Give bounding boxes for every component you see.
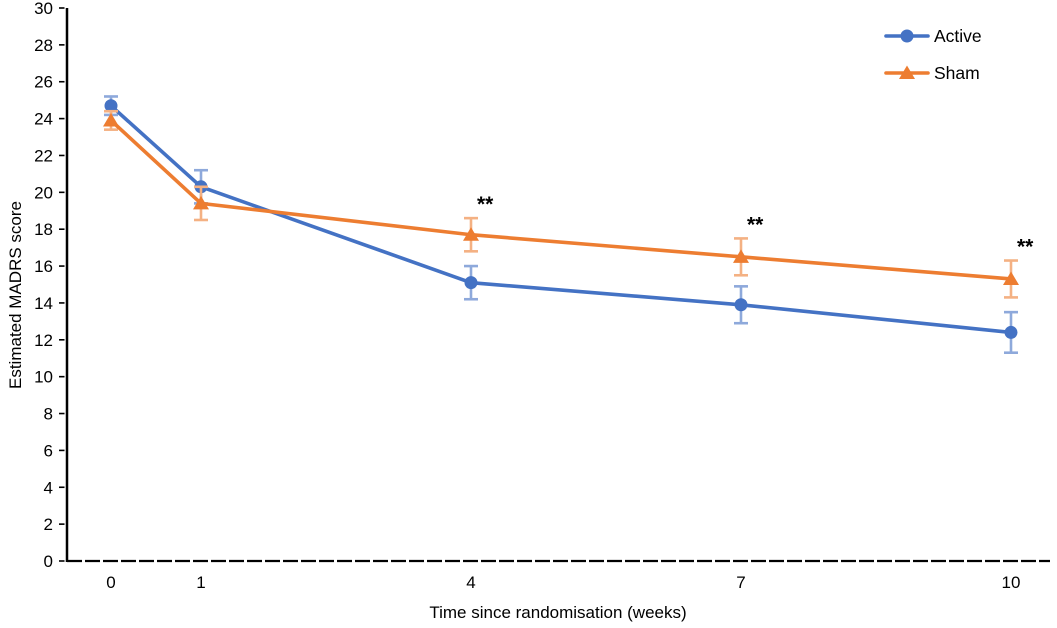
y-axis-tick-label: 26 xyxy=(34,73,53,92)
y-axis-tick-label: 20 xyxy=(34,183,53,202)
data-point-circle xyxy=(1004,325,1018,339)
y-axis-title: Estimated MADRS score xyxy=(6,201,25,389)
y-axis-tick-label: 18 xyxy=(34,220,53,239)
y-axis-tick-label: 22 xyxy=(34,146,53,165)
y-axis-tick-label: 2 xyxy=(44,515,53,534)
series-line xyxy=(109,118,1013,281)
legend-triangle-marker xyxy=(899,65,915,79)
series-active xyxy=(104,95,1018,355)
y-axis-tick-label: 0 xyxy=(44,552,53,571)
data-point-triangle xyxy=(103,112,119,127)
legend-circle-marker xyxy=(900,29,914,43)
series-sham xyxy=(103,109,1019,299)
x-axis-tick-label: 7 xyxy=(736,573,745,592)
y-axis-tick-label: 4 xyxy=(44,478,53,497)
significance-marker: ** xyxy=(477,193,494,216)
y-axis-tick-label: 10 xyxy=(34,368,53,387)
data-point-triangle xyxy=(193,195,209,210)
x-axis-title: Time since randomisation (weeks) xyxy=(429,603,687,622)
y-axis-tick-label: 14 xyxy=(34,294,53,313)
legend-item-active: Active xyxy=(884,26,982,46)
y-axis-tick-label: 6 xyxy=(44,441,53,460)
x-axis-tick-label: 0 xyxy=(106,573,115,592)
data-point-circle xyxy=(104,99,118,113)
y-axis-tick-label: 16 xyxy=(34,257,53,276)
series-line xyxy=(109,103,1013,335)
data-point-triangle xyxy=(733,249,749,263)
y-axis-tick-label: 24 xyxy=(34,110,53,129)
significance-marker: ** xyxy=(747,213,764,236)
data-point-circle xyxy=(464,276,478,290)
y-axis-tick-label: 28 xyxy=(34,36,53,55)
legend-label: Sham xyxy=(934,63,980,83)
data-point-triangle xyxy=(463,227,479,241)
significance-marker: ** xyxy=(1017,236,1034,259)
x-axis: 0 1 4 7 10 xyxy=(67,559,1050,592)
legend: Active Sham xyxy=(884,26,982,83)
x-axis-tick-label: 4 xyxy=(466,573,475,592)
x-axis-tick-label: 10 xyxy=(1002,573,1021,592)
significance-annotations: ** ** ** xyxy=(477,193,1034,258)
y-axis-tick-label: 12 xyxy=(34,331,53,350)
y-axis-tick-label: 8 xyxy=(44,405,53,424)
y-axis-tick-label: 30 xyxy=(34,0,53,18)
legend-label: Active xyxy=(934,26,982,46)
data-point-circle xyxy=(734,298,748,312)
legend-item-sham: Sham xyxy=(884,63,980,83)
data-point-triangle xyxy=(1003,271,1019,285)
x-axis-tick-label: 1 xyxy=(196,573,205,592)
